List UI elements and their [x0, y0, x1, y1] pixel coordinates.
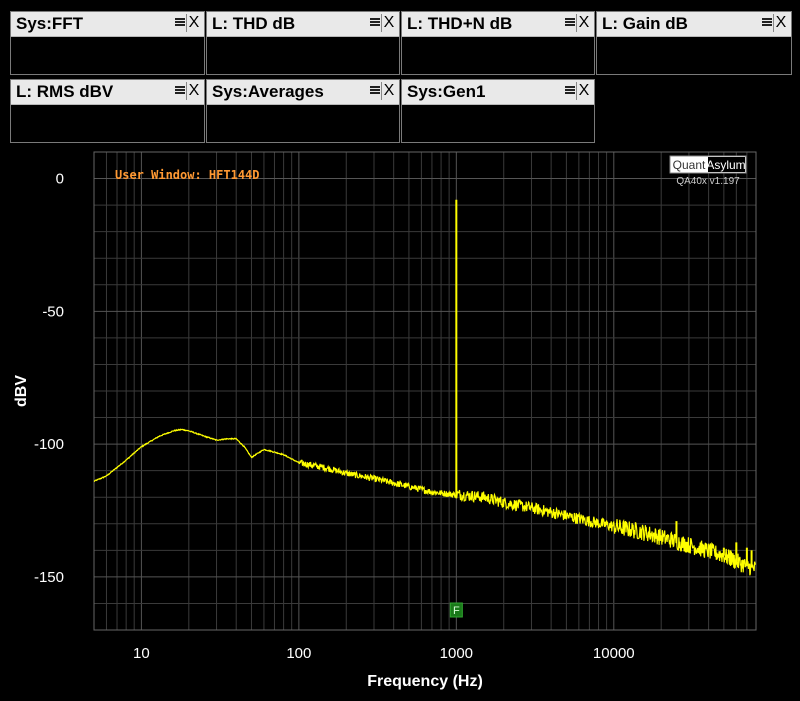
menu-icon[interactable]: [565, 86, 575, 98]
trace-layer: [93, 199, 756, 576]
widget-value: -7.25 dBV: [18, 108, 112, 131]
widget-value: 128k: [18, 40, 64, 63]
menu-icon[interactable]: [175, 18, 185, 30]
logo-quant: Quant: [673, 158, 706, 172]
widget-title: Sys:Gen1: [407, 82, 486, 101]
close-icon[interactable]: X: [186, 14, 201, 32]
widget-averages[interactable]: Sys:Averages X 30/30: [206, 79, 400, 143]
y-tick-label: -150: [34, 569, 64, 586]
widget-rms[interactable]: L: RMS dBV X -7.25 dBV: [10, 79, 205, 143]
menu-icon[interactable]: [370, 86, 380, 98]
widget-thdn[interactable]: L: THD+N dB X -79.15 dB: [401, 11, 595, 75]
logo-asylum: Asylum: [706, 158, 745, 172]
widget-title: Sys:Averages: [212, 82, 324, 101]
close-icon[interactable]: X: [186, 82, 201, 100]
frequency-marker[interactable]: F: [449, 602, 463, 618]
menu-icon[interactable]: [370, 18, 380, 30]
close-icon[interactable]: X: [576, 14, 591, 32]
widget-value: 38.75 dB: [604, 40, 689, 63]
widget-title: L: RMS dBV: [16, 82, 114, 101]
grid: [93, 151, 757, 631]
widget-title: L: Gain dB: [602, 14, 688, 33]
widget-value: -79.15 dB: [409, 40, 501, 63]
plot-border: [93, 151, 757, 631]
x-tick-label: 10: [133, 645, 150, 662]
widget-value: 30/30: [214, 108, 267, 131]
widget-value: -107.59 dB: [214, 40, 317, 63]
y-axis-label: dBV: [13, 375, 30, 407]
widget-title: L: THD+N dB: [407, 14, 513, 33]
gen-level: -46.00 dBV / 5.01 mVrms: [408, 124, 532, 136]
widget-title: L: THD dB: [212, 14, 296, 33]
widget-title: Sys:FFT: [16, 14, 84, 33]
y-tick-label: 0: [56, 171, 64, 188]
close-icon[interactable]: X: [381, 82, 396, 100]
axes-layer: 10 100 1000 10000 0 -50 -100 -150: [34, 171, 635, 662]
close-icon[interactable]: X: [381, 14, 396, 32]
version-label: QA40x v1.197: [676, 176, 740, 187]
y-tick-label: -100: [34, 436, 64, 453]
x-tick-label: 10000: [593, 645, 635, 662]
gen-frequency: 1.0000 kHz: [408, 110, 464, 122]
spectrum-trace: [93, 428, 756, 576]
x-tick-label: 100: [286, 645, 311, 662]
widget-gen1[interactable]: Sys:Gen1 X 1.0000 kHz -46.00 dBV / 5.01 m…: [401, 79, 595, 143]
widget-thd[interactable]: L: THD dB X -107.59 dB: [206, 11, 400, 75]
widget-gain[interactable]: L: Gain dB X 38.75 dB: [596, 11, 792, 75]
close-icon[interactable]: X: [576, 82, 591, 100]
marker-label: F: [453, 605, 460, 617]
user-window-annotation: User Window: HFT144D: [115, 168, 260, 182]
x-tick-label: 1000: [440, 645, 473, 662]
menu-icon[interactable]: [762, 18, 772, 30]
quantasylum-logo: Quant Asylum QA40x v1.197: [669, 155, 747, 187]
x-axis-label: Frequency (Hz): [367, 673, 483, 690]
widget-fft[interactable]: Sys:FFT X 128k: [10, 11, 205, 75]
y-tick-label: -50: [42, 303, 64, 320]
menu-icon[interactable]: [565, 18, 575, 30]
close-icon[interactable]: X: [773, 14, 788, 32]
menu-icon[interactable]: [175, 86, 185, 98]
